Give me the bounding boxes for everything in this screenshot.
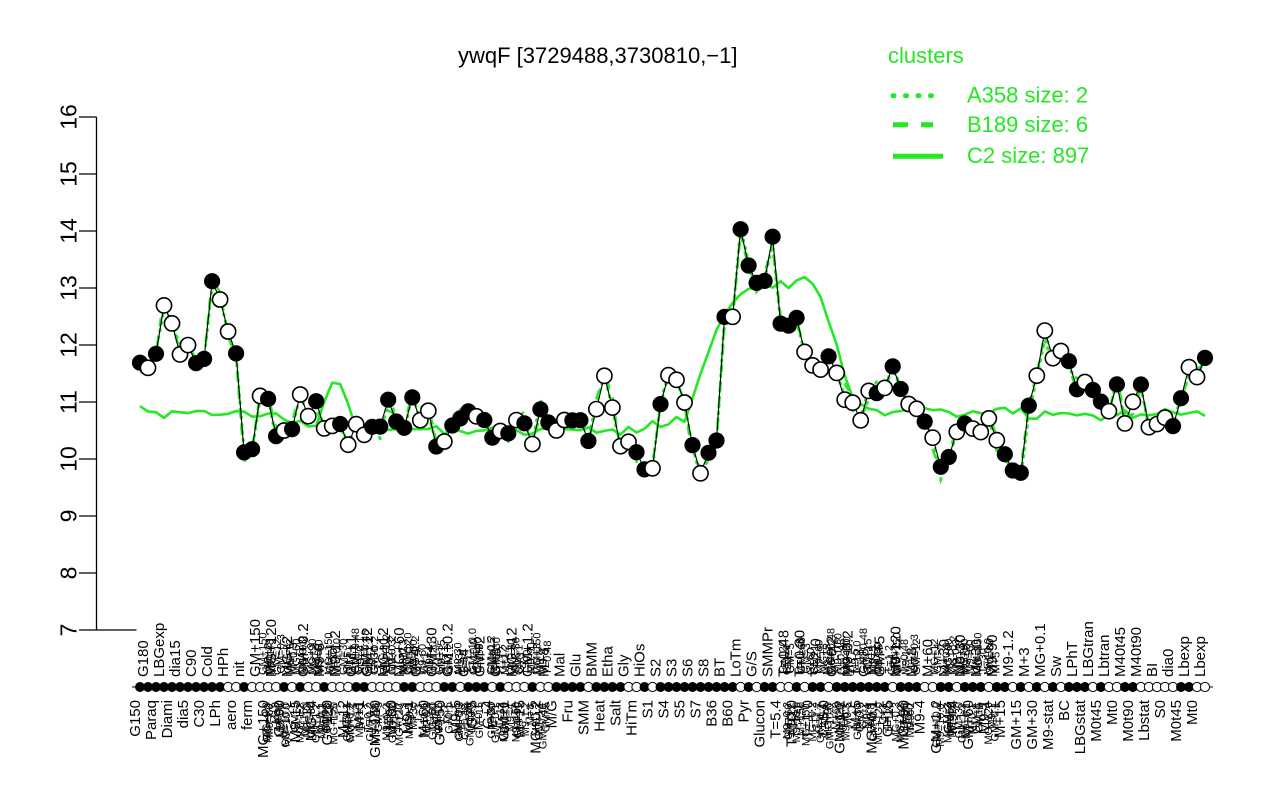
svg-text:clusters: clusters: [888, 43, 964, 68]
svg-text:GM=0.3: GM=0.3: [909, 634, 921, 673]
svg-text:HiTm: HiTm: [624, 700, 641, 736]
svg-text:M9=0.3: M9=0.3: [840, 704, 852, 741]
svg-text:7: 7: [56, 624, 82, 637]
svg-text:Cold: Cold: [199, 646, 216, 677]
svg-text:GM+15: GM+15: [1008, 700, 1025, 750]
svg-text:nit: nit: [231, 660, 248, 677]
svg-text:Glu: Glu: [567, 654, 584, 677]
svg-text:M40t90: M40t90: [1128, 627, 1145, 677]
svg-text:dia0: dia0: [1160, 649, 1177, 677]
svg-text:Etha: Etha: [599, 645, 616, 677]
svg-text:Lbstat: Lbstat: [1136, 699, 1153, 741]
svg-text:C2 size: 897: C2 size: 897: [967, 143, 1089, 168]
svg-text:SMM: SMM: [575, 700, 592, 735]
svg-text:15: 15: [56, 161, 82, 187]
svg-text:LPh: LPh: [207, 700, 224, 727]
svg-text:16: 16: [56, 104, 82, 130]
svg-text:S7: S7: [688, 700, 705, 718]
svg-text:BT: BT: [712, 658, 729, 677]
svg-text:M9-1: M9-1: [987, 704, 999, 729]
svg-text:12: 12: [56, 332, 82, 358]
svg-text:HiOs: HiOs: [632, 644, 649, 677]
svg-text:B189 size: 6: B189 size: 6: [967, 112, 1088, 137]
svg-text:S8: S8: [696, 659, 713, 677]
svg-text:G180: G180: [135, 640, 152, 677]
svg-text:S0: S0: [1152, 700, 1169, 718]
svg-text:Mt0: Mt0: [1184, 700, 1201, 725]
svg-text:S6: S6: [680, 659, 697, 677]
svg-text:Paraq: Paraq: [143, 700, 160, 740]
svg-text:Fru: Fru: [559, 700, 576, 723]
svg-text:S3: S3: [664, 659, 681, 677]
svg-text:14: 14: [56, 218, 82, 244]
svg-text:Heat: Heat: [591, 699, 608, 732]
svg-text:A358 size: 2: A358 size: 2: [967, 83, 1088, 108]
svg-text:M9=60: M9=60: [905, 704, 917, 738]
svg-text:G150: G150: [127, 700, 144, 737]
svg-text:Diami: Diami: [159, 700, 176, 738]
svg-text:S2: S2: [648, 659, 665, 677]
svg-text:Gly: Gly: [616, 654, 633, 677]
svg-text:S1: S1: [640, 700, 657, 718]
svg-text:LBGexp: LBGexp: [151, 623, 168, 677]
svg-text:M0t45: M0t45: [1168, 700, 1185, 742]
svg-text:GM+90: GM+90: [472, 637, 484, 673]
svg-text:GM+30: GM+30: [1024, 700, 1041, 750]
svg-text:M9-1.2: M9-1.2: [1000, 630, 1017, 677]
svg-text:BC: BC: [1056, 700, 1073, 721]
svg-text:Lbexp: Lbexp: [1192, 636, 1209, 677]
svg-text:dia15: dia15: [167, 640, 184, 677]
svg-text:ywqF [3729488,3730810,−1]: ywqF [3729488,3730810,−1]: [458, 43, 738, 68]
svg-text:10: 10: [56, 446, 82, 472]
svg-text:M0t45: M0t45: [1088, 700, 1105, 742]
svg-text:T=5: T=5: [328, 704, 340, 723]
svg-text:C30: C30: [191, 700, 208, 728]
svg-text:Mal: Mal: [551, 653, 568, 677]
svg-text:BI: BI: [1144, 663, 1161, 677]
svg-text:M0t90: M0t90: [1120, 700, 1137, 742]
svg-text:11: 11: [56, 390, 82, 414]
svg-text:B36: B36: [704, 700, 721, 727]
svg-text:LoTm: LoTm: [728, 639, 745, 677]
svg-text:M40t45: M40t45: [1112, 627, 1129, 677]
svg-text:T=0.1: T=0.1: [473, 704, 485, 732]
svg-text:LBGtran: LBGtran: [1080, 621, 1097, 677]
svg-text:LBGstat: LBGstat: [1072, 699, 1089, 754]
svg-text:C90: C90: [183, 649, 200, 677]
svg-text:Salt: Salt: [608, 699, 625, 726]
svg-text:SMMPr: SMMPr: [760, 627, 777, 677]
svg-text:S5: S5: [672, 700, 689, 718]
svg-text:dia5: dia5: [175, 700, 192, 728]
svg-text:13: 13: [56, 275, 82, 301]
svg-text:BMM: BMM: [583, 642, 600, 677]
svg-text:GM=0.48: GM=0.48: [538, 704, 550, 750]
svg-text:Sw: Sw: [1048, 656, 1065, 677]
svg-text:M9-stat: M9-stat: [1040, 699, 1057, 750]
svg-text:8: 8: [56, 567, 82, 580]
svg-text:ferm: ferm: [239, 700, 256, 730]
svg-text:9: 9: [56, 510, 82, 523]
svg-text:M+5: M+5: [990, 652, 1002, 674]
svg-text:Pyr: Pyr: [736, 700, 753, 723]
svg-text:Lbexp: Lbexp: [1176, 636, 1193, 677]
svg-text:Glucon: Glucon: [752, 700, 769, 748]
svg-text:M+3: M+3: [1016, 647, 1033, 677]
svg-text:S4: S4: [656, 700, 673, 718]
svg-text:aero: aero: [223, 700, 240, 730]
svg-text:HPh: HPh: [215, 648, 232, 677]
svg-text:Mt0: Mt0: [1104, 700, 1121, 725]
svg-text:G/S: G/S: [744, 651, 761, 677]
svg-text:B60: B60: [720, 700, 737, 727]
svg-text:Lbtran: Lbtran: [1096, 634, 1113, 677]
svg-text:M9-4: M9-4: [538, 648, 550, 673]
svg-text:LPhT: LPhT: [1064, 641, 1081, 677]
svg-text:MG+0.1: MG+0.1: [1032, 623, 1049, 677]
